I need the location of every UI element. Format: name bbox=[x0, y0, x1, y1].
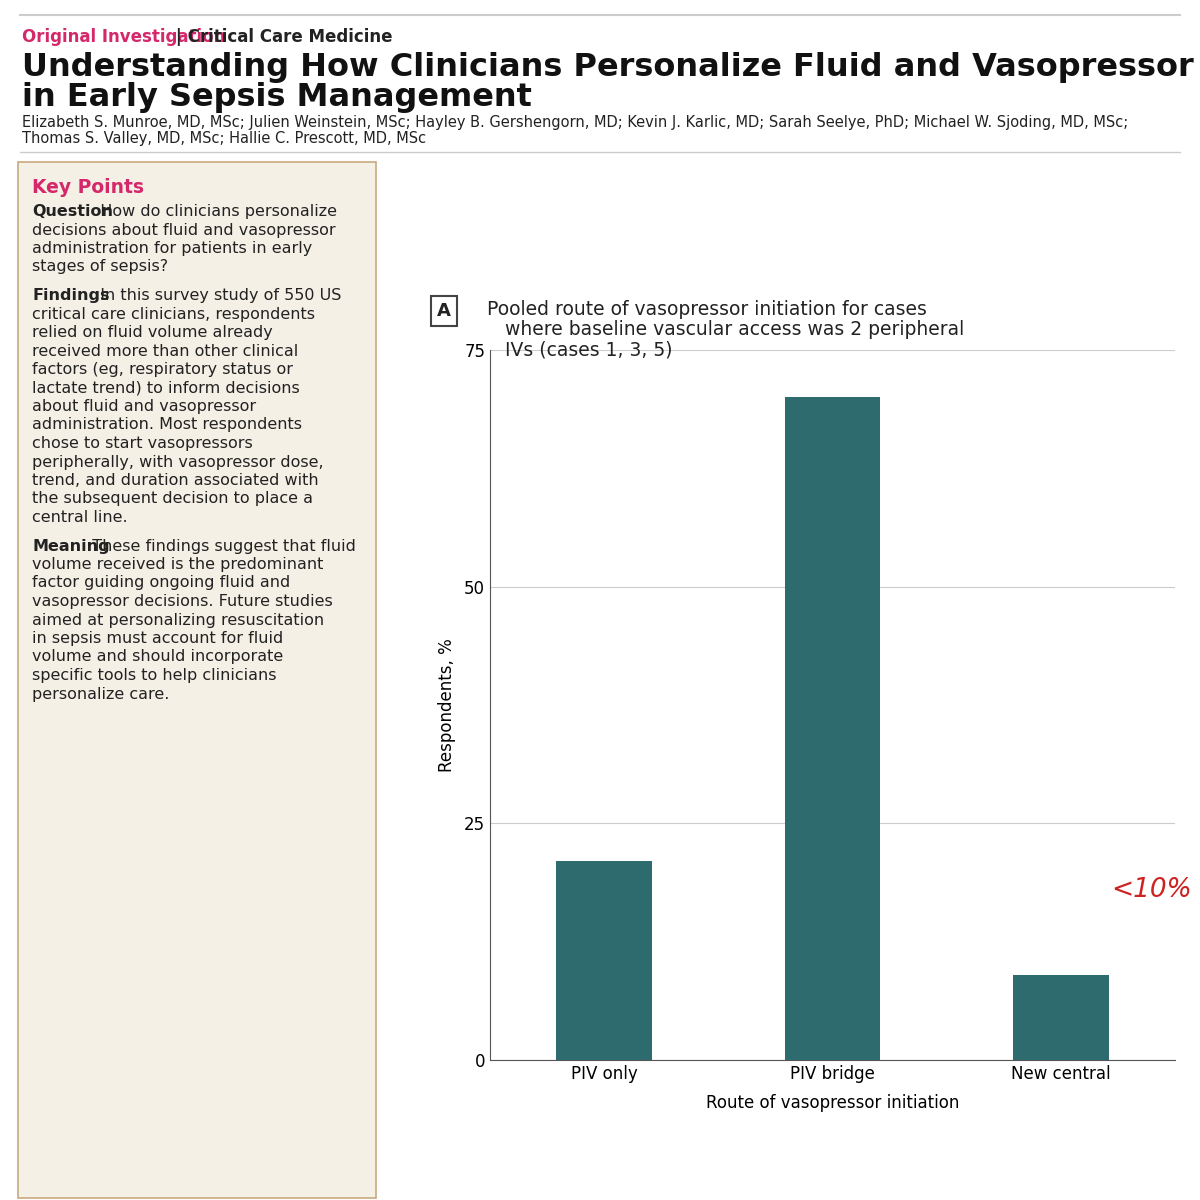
Bar bbox=[557, 862, 652, 1060]
Text: factors (eg, respiratory status or: factors (eg, respiratory status or bbox=[32, 362, 293, 377]
Text: administration for patients in early: administration for patients in early bbox=[32, 241, 312, 256]
Text: administration. Most respondents: administration. Most respondents bbox=[32, 418, 302, 432]
Text: lactate trend) to inform decisions: lactate trend) to inform decisions bbox=[32, 380, 300, 396]
Text: where baseline vascular access was 2 peripheral: where baseline vascular access was 2 per… bbox=[505, 320, 965, 338]
Text: IVs (cases 1, 3, 5): IVs (cases 1, 3, 5) bbox=[505, 340, 672, 359]
Text: in Early Sepsis Management: in Early Sepsis Management bbox=[22, 82, 532, 113]
Text: Thomas S. Valley, MD, MSc; Hallie C. Prescott, MD, MSc: Thomas S. Valley, MD, MSc; Hallie C. Pre… bbox=[22, 131, 426, 146]
X-axis label: Route of vasopressor initiation: Route of vasopressor initiation bbox=[706, 1094, 959, 1112]
Text: Pooled route of vasopressor initiation for cases: Pooled route of vasopressor initiation f… bbox=[487, 300, 926, 319]
Text: Meaning: Meaning bbox=[32, 539, 109, 553]
Text: chose to start vasopressors: chose to start vasopressors bbox=[32, 436, 253, 451]
Text: decisions about fluid and vasopressor: decisions about fluid and vasopressor bbox=[32, 222, 336, 238]
Text: <10%: <10% bbox=[1111, 876, 1192, 902]
Text: trend, and duration associated with: trend, and duration associated with bbox=[32, 473, 319, 488]
Text: volume received is the predominant: volume received is the predominant bbox=[32, 557, 323, 572]
Bar bbox=[1013, 974, 1109, 1060]
Text: critical care clinicians, respondents: critical care clinicians, respondents bbox=[32, 306, 314, 322]
Text: Understanding How Clinicians Personalize Fluid and Vasopressor Decisions: Understanding How Clinicians Personalize… bbox=[22, 52, 1200, 83]
Text: How do clinicians personalize: How do clinicians personalize bbox=[90, 204, 336, 218]
Text: personalize care.: personalize care. bbox=[32, 686, 169, 702]
Text: Key Points: Key Points bbox=[32, 178, 144, 197]
Text: aimed at personalizing resuscitation: aimed at personalizing resuscitation bbox=[32, 612, 324, 628]
Bar bbox=[18, 162, 376, 1198]
Text: central line.: central line. bbox=[32, 510, 127, 526]
Text: volume and should incorporate: volume and should incorporate bbox=[32, 649, 283, 665]
Text: In this survey study of 550 US: In this survey study of 550 US bbox=[90, 288, 341, 302]
Text: Findings: Findings bbox=[32, 288, 109, 302]
Text: vasopressor decisions. Future studies: vasopressor decisions. Future studies bbox=[32, 594, 332, 608]
Text: These findings suggest that fluid: These findings suggest that fluid bbox=[83, 539, 356, 553]
Text: the subsequent decision to place a: the subsequent decision to place a bbox=[32, 492, 313, 506]
Text: Question: Question bbox=[32, 204, 113, 218]
Text: specific tools to help clinicians: specific tools to help clinicians bbox=[32, 668, 276, 683]
Text: Original Investigation: Original Investigation bbox=[22, 28, 226, 46]
Text: stages of sepsis?: stages of sepsis? bbox=[32, 259, 168, 275]
Text: in sepsis must account for fluid: in sepsis must account for fluid bbox=[32, 631, 283, 646]
Text: peripherally, with vasopressor dose,: peripherally, with vasopressor dose, bbox=[32, 455, 324, 469]
Text: A: A bbox=[437, 302, 451, 320]
Text: relied on fluid volume already: relied on fluid volume already bbox=[32, 325, 272, 340]
Text: about fluid and vasopressor: about fluid and vasopressor bbox=[32, 398, 256, 414]
Bar bbox=[785, 397, 881, 1060]
Text: factor guiding ongoing fluid and: factor guiding ongoing fluid and bbox=[32, 576, 290, 590]
Text: Elizabeth S. Munroe, MD, MSc; Julien Weinstein, MSc; Hayley B. Gershengorn, MD; : Elizabeth S. Munroe, MD, MSc; Julien Wei… bbox=[22, 115, 1128, 130]
Y-axis label: Respondents, %: Respondents, % bbox=[438, 638, 456, 772]
Text: received more than other clinical: received more than other clinical bbox=[32, 343, 299, 359]
Text: | Critical Care Medicine: | Critical Care Medicine bbox=[170, 28, 392, 46]
